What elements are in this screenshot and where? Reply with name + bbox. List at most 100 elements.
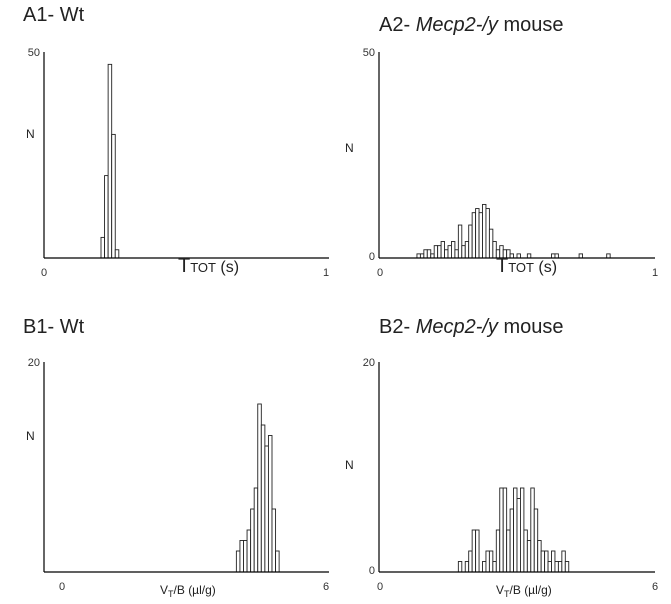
y-tick-bottom-b2: 0 bbox=[369, 565, 375, 577]
histogram-bar-a2-18 bbox=[478, 212, 483, 259]
histogram-bar-b2-0 bbox=[457, 561, 463, 573]
panel-title-a2-prefix: A2- bbox=[379, 14, 416, 36]
x-tick-min-a1: 0 bbox=[41, 267, 47, 279]
histogram-bar-b2-2 bbox=[468, 550, 473, 573]
x-tick-max-a1: 1 bbox=[323, 267, 329, 279]
y-axis-label-a1: N bbox=[26, 127, 35, 141]
histogram-bar-b1-6 bbox=[257, 403, 262, 573]
histogram-bar-a2-29 bbox=[526, 253, 532, 259]
histogram-bar-a2-21 bbox=[488, 228, 494, 259]
histogram-bar-a2-9 bbox=[447, 245, 452, 259]
histogram-bar-a2-32 bbox=[578, 253, 583, 259]
histogram-bar-b2-21 bbox=[537, 540, 542, 573]
histogram-bar-a2-33 bbox=[606, 253, 611, 259]
histogram-bar-a2-30 bbox=[551, 253, 556, 259]
histogram-bar-b1-9 bbox=[267, 435, 273, 573]
histogram-bar-a1-3 bbox=[111, 133, 116, 259]
histogram-bar-b2-9 bbox=[495, 529, 501, 573]
x-tick-min-b1: 0 bbox=[59, 581, 65, 593]
histogram-bar-b1-0 bbox=[235, 550, 241, 573]
histogram-bar-b1-1 bbox=[239, 540, 244, 573]
histogram-bar-a2-31 bbox=[554, 253, 559, 259]
histogram-bar-b2-4 bbox=[475, 529, 480, 573]
x-axis-label-a1: TTOT (s) bbox=[178, 255, 239, 277]
histogram-bar-b2-6 bbox=[485, 550, 490, 573]
panel-title-b2: B2- Mecp2-/y mouse bbox=[379, 316, 564, 339]
histogram-bar-a2-27 bbox=[509, 253, 515, 259]
histogram-bar-b2-26 bbox=[554, 561, 559, 573]
histogram-bar-b1-10 bbox=[271, 508, 277, 573]
histogram-bar-a2-3 bbox=[426, 249, 432, 259]
histogram-bar-b1-4 bbox=[250, 508, 255, 573]
histogram-bar-a2-4 bbox=[430, 253, 435, 259]
histogram-bar-b2-12 bbox=[506, 529, 511, 573]
histogram-bar-b2-20 bbox=[533, 508, 539, 573]
x-axis-label-b2: VT/B (µl/g) bbox=[496, 583, 552, 599]
y-axis-label-b2: N bbox=[345, 458, 354, 472]
y-tick-top-b1: 20 bbox=[28, 357, 40, 369]
histogram-bar-b2-3 bbox=[471, 529, 477, 573]
histogram-bar-b1-7 bbox=[260, 424, 266, 573]
x-axis-label-b1: VT/B (µl/g) bbox=[160, 583, 216, 599]
histogram-bar-a2-16 bbox=[471, 212, 477, 259]
histogram-bar-a2-5 bbox=[433, 245, 439, 259]
histogram-bar-b2-13 bbox=[509, 508, 515, 573]
histogram-bar-b1-11 bbox=[275, 550, 280, 573]
histogram-bar-b2-16 bbox=[520, 487, 525, 573]
histogram-bar-a2-2 bbox=[423, 249, 428, 259]
histogram-bar-b1-3 bbox=[246, 529, 252, 573]
x-tick-max-b1: 6 bbox=[323, 581, 329, 593]
panel-title-b1-prefix: B1- bbox=[23, 316, 60, 338]
histogram-bar-b2-28 bbox=[561, 550, 566, 573]
histogram-bar-b2-11 bbox=[502, 487, 508, 573]
histogram-bar-a2-17 bbox=[475, 208, 480, 259]
histogram-bar-b1-2 bbox=[243, 540, 248, 573]
histogram-bar-b2-19 bbox=[530, 487, 535, 573]
histogram-bar-b1-8 bbox=[264, 445, 269, 573]
histogram-bar-b2-27 bbox=[557, 561, 563, 573]
histogram-bar-a2-28 bbox=[516, 253, 521, 259]
y-tick-top-b2: 20 bbox=[363, 357, 375, 369]
panel-title-a2-italic: Mecp2-/y bbox=[415, 14, 498, 36]
panel-title-a1: A1- Wt bbox=[23, 4, 84, 27]
histogram-bar-b2-29 bbox=[564, 561, 570, 573]
histogram-bar-b2-25 bbox=[551, 550, 556, 573]
histogram-bar-b2-17 bbox=[523, 529, 528, 573]
histogram-bar-b2-22 bbox=[540, 550, 546, 573]
histogram-bar-a2-8 bbox=[444, 249, 449, 259]
panel-title-b2-prefix: B2- bbox=[379, 316, 416, 338]
histogram-bar-b2-1 bbox=[464, 561, 470, 573]
panel-title-a2: A2- Mecp2-/y mouse bbox=[379, 14, 564, 37]
histogram-bar-b2-18 bbox=[526, 540, 532, 573]
y-axis-label-b1: N bbox=[26, 429, 35, 443]
histogram-bar-b2-8 bbox=[492, 561, 497, 573]
histogram-bar-a2-20 bbox=[485, 208, 490, 259]
x-tick-min-b2: 0 bbox=[377, 581, 383, 593]
panel-title-a1-suffix: Wt bbox=[59, 4, 85, 26]
y-tick-top-a2: 50 bbox=[363, 47, 375, 59]
histogram-bar-b2-14 bbox=[513, 487, 518, 573]
histogram-bar-b2-5 bbox=[482, 561, 487, 573]
histogram-bar-a1-0 bbox=[100, 236, 106, 259]
histogram-bar-a2-6 bbox=[437, 245, 442, 259]
histogram-bar-b2-7 bbox=[488, 550, 494, 573]
histogram-bar-a1-1 bbox=[104, 175, 109, 259]
histogram-bar-b2-15 bbox=[516, 498, 521, 573]
histogram-bar-a2-13 bbox=[461, 245, 466, 259]
histogram-bar-b2-23 bbox=[544, 550, 549, 573]
histogram-bar-a2-1 bbox=[419, 253, 425, 259]
x-tick-max-a2: 1 bbox=[652, 267, 658, 279]
histogram-bar-a2-11 bbox=[454, 249, 459, 259]
panel-title-b1-suffix: Wt bbox=[59, 316, 85, 338]
histogram-bar-a2-10 bbox=[451, 241, 456, 259]
histogram-bar-a1-4 bbox=[114, 249, 120, 259]
histogram-bar-a2-0 bbox=[416, 253, 421, 259]
histogram-bar-a2-19 bbox=[482, 203, 487, 259]
y-tick-top-a1: 50 bbox=[28, 47, 40, 59]
panel-title-b1: B1- Wt bbox=[23, 316, 84, 339]
panel-title-a1-prefix: A1- bbox=[23, 4, 60, 26]
histogram-bar-b2-10 bbox=[499, 487, 504, 573]
panel-title-a2-suffix: mouse bbox=[497, 14, 564, 36]
panel-title-b2-italic: Mecp2-/y bbox=[415, 316, 498, 338]
